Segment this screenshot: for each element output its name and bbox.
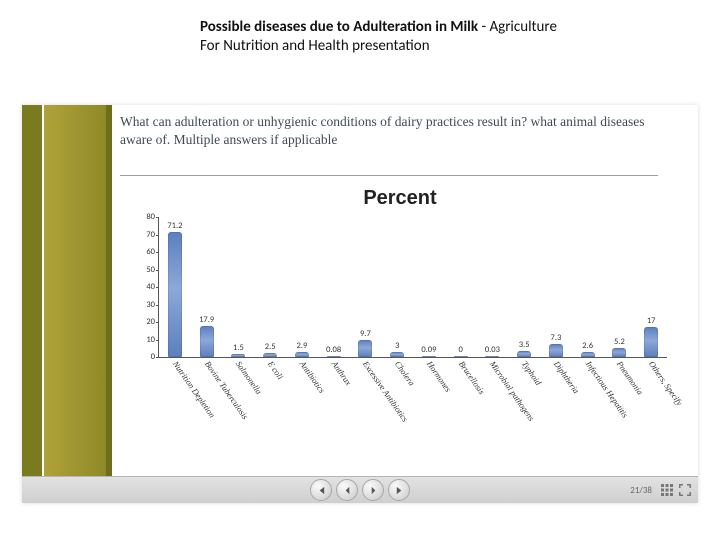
- bar-value-label: 1.5: [233, 343, 244, 354]
- bar-value-label: 2.9: [296, 341, 307, 352]
- grid-icon: [661, 484, 673, 496]
- y-tick-label: 20: [135, 317, 155, 327]
- y-tick-label: 40: [135, 282, 155, 292]
- bar-value-label: 5.2: [614, 337, 625, 348]
- bar-value-label: 0.08: [326, 345, 341, 356]
- category-label: Diphtheria: [552, 359, 582, 395]
- chevron-right-icon: [369, 486, 378, 495]
- y-tick-label: 50: [135, 265, 155, 275]
- chart-bar: 7.3: [549, 344, 563, 357]
- chart-bar: 2.6: [581, 352, 595, 357]
- bar-chart: 0102030405060708071.2Nutrition Depletion…: [134, 217, 674, 467]
- last-slide-button[interactable]: [388, 479, 410, 501]
- category-label: Salmonella: [234, 359, 264, 396]
- chart-bar: 17.9: [200, 326, 214, 357]
- bar-value-label: 3: [395, 341, 399, 352]
- slide-viewer: What can adulteration or unhygienic cond…: [22, 105, 698, 503]
- last-icon: [395, 486, 404, 495]
- page-indicator: 21/38: [630, 485, 652, 496]
- page-title: Possible diseases due to Adulteration in…: [200, 18, 580, 56]
- category-label: Typhoid: [520, 359, 544, 387]
- decorative-strip: [22, 105, 42, 477]
- category-label: E coli: [266, 359, 286, 381]
- chart-bar: 0.08: [327, 356, 341, 357]
- category-label: Others, Specify: [647, 359, 685, 407]
- chart-plot-area: 0102030405060708071.2Nutrition Depletion…: [158, 217, 667, 358]
- chart-bar: 3: [390, 352, 404, 357]
- slide-grid-button[interactable]: [660, 483, 674, 497]
- chart-bar: 0.09: [422, 356, 436, 357]
- bar-value-label: 71.2: [167, 221, 182, 232]
- category-label: Anthrax: [329, 359, 353, 387]
- fullscreen-icon: [679, 484, 691, 496]
- prev-slide-button[interactable]: [336, 479, 358, 501]
- chart-bar: 71.2: [168, 232, 182, 357]
- y-tick-label: 70: [135, 230, 155, 240]
- chart-bar: 9.7: [358, 340, 372, 357]
- chart-bar: 2.5: [263, 353, 277, 357]
- bar-value-label: 2.6: [582, 341, 593, 352]
- chart-bar: 0.03: [485, 356, 499, 357]
- slide-body: What can adulteration or unhygienic cond…: [22, 105, 698, 477]
- bar-value-label: 0.03: [485, 345, 500, 356]
- bar-value-label: 7.3: [550, 333, 561, 344]
- y-tick-label: 80: [135, 212, 155, 222]
- bar-value-label: 0: [458, 345, 462, 356]
- bar-value-label: 3.5: [519, 340, 530, 351]
- chart-bar: 0: [454, 356, 468, 357]
- chart-bar: 3.5: [517, 351, 531, 357]
- chart-title: Percent: [120, 187, 680, 210]
- fullscreen-button[interactable]: [678, 483, 692, 497]
- page-title-bold: Possible diseases due to Adulteration in…: [200, 18, 478, 36]
- page-root: Possible diseases due to Adulteration in…: [0, 0, 720, 540]
- bar-value-label: 9.7: [360, 329, 371, 340]
- chart-bar: 17: [644, 327, 658, 357]
- slide-control-bar: 21/38: [22, 476, 698, 503]
- bar-value-label: 17: [647, 316, 656, 327]
- chart-bar: 1.5: [231, 354, 245, 357]
- category-label: Hormones: [425, 359, 454, 394]
- category-label: Pneumonia: [615, 359, 645, 396]
- category-label: Antibiotics: [298, 359, 327, 395]
- category-label: Brucellosis: [456, 359, 486, 396]
- chart-bar: 2.9: [295, 352, 309, 357]
- y-tick-label: 0: [135, 352, 155, 362]
- category-label: Cholera: [393, 359, 417, 388]
- decorative-strip: [44, 105, 106, 477]
- decorative-strip: [106, 105, 112, 477]
- bar-value-label: 0.09: [421, 345, 436, 356]
- decorative-underline: [120, 175, 658, 176]
- y-tick-label: 30: [135, 300, 155, 310]
- next-slide-button[interactable]: [362, 479, 384, 501]
- y-tick-label: 60: [135, 247, 155, 257]
- nav-cluster: [310, 479, 410, 501]
- chart-bar: 5.2: [612, 348, 626, 357]
- first-icon: [317, 486, 326, 495]
- y-tick-label: 10: [135, 335, 155, 345]
- slide-question-text: What can adulteration or unhygienic cond…: [120, 113, 680, 149]
- bar-value-label: 2.5: [265, 342, 276, 353]
- first-slide-button[interactable]: [310, 479, 332, 501]
- chevron-left-icon: [343, 486, 352, 495]
- bar-value-label: 17.9: [199, 315, 214, 326]
